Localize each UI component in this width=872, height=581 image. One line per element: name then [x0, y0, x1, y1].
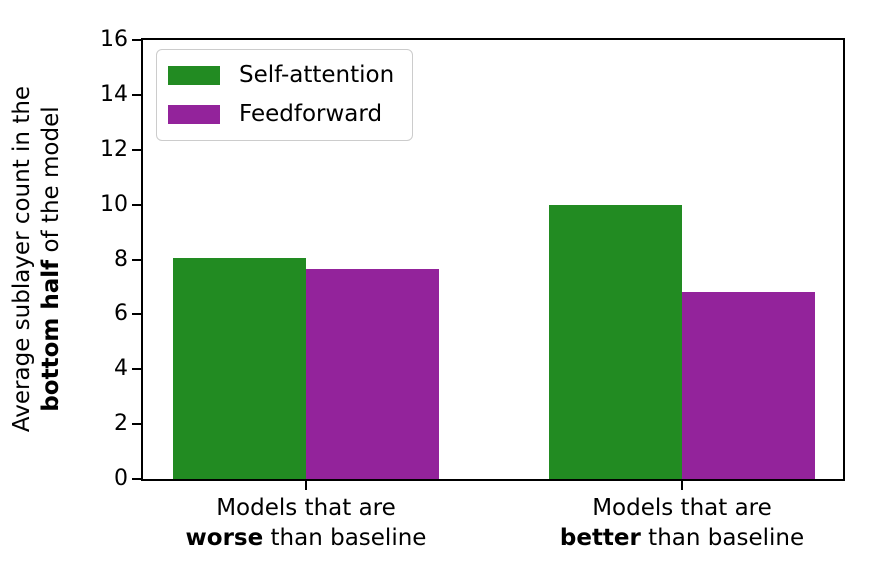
x-tick-label-worse: Models that are worse than baseline [116, 493, 496, 553]
bar-feedforward-0 [306, 269, 439, 479]
x-tick-label-worse-line2: worse than baseline [185, 525, 427, 551]
y-tick-label-12: 12 [100, 136, 128, 162]
legend-item-self-attention: Self-attention [168, 61, 394, 90]
y-tick-mark-10 [132, 203, 142, 206]
x-tick-mark-1 [681, 481, 683, 490]
y-tick-mark-16 [132, 39, 142, 41]
y-tick-mark-0 [132, 478, 142, 480]
x-tick-mark-0 [305, 481, 307, 490]
y-tick-mark-4 [132, 368, 142, 371]
x-tick-label-better-line1: Models that are [592, 495, 772, 521]
y-tick-mark-6 [132, 313, 142, 316]
bar-self-attention-1 [549, 205, 682, 479]
bar-self-attention-0 [173, 258, 306, 479]
y-tick-label-16: 16 [100, 27, 128, 52]
y-tick-label-14: 14 [100, 81, 128, 107]
y-tick-mark-14 [132, 93, 142, 96]
legend-swatch-feedforward [168, 105, 220, 124]
x-tick-label-better: Models that are better than baseline [492, 493, 872, 553]
x-tick-label-better-line2: better than baseline [559, 525, 805, 551]
plot-area: Self-attention Feedforward [141, 38, 845, 481]
legend-swatch-self-attention [168, 66, 220, 85]
y-axis-label-line1: Average sublayer count in the [9, 85, 35, 433]
y-tick-label-2: 2 [114, 411, 128, 437]
y-tick-label-6: 6 [114, 301, 128, 327]
y-tick-label-0: 0 [114, 466, 128, 491]
bar-feedforward-1 [682, 292, 815, 479]
legend-label-feedforward: Feedforward [239, 101, 383, 127]
legend: Self-attention Feedforward [156, 49, 414, 141]
y-tick-mark-2 [132, 423, 142, 426]
x-tick-label-worse-line1: Models that are [216, 495, 396, 521]
legend-item-feedforward: Feedforward [168, 100, 394, 129]
y-tick-label-10: 10 [100, 191, 128, 217]
y-tick-mark-8 [132, 258, 142, 261]
y-tick-mark-12 [132, 148, 142, 151]
legend-label-self-attention: Self-attention [239, 62, 395, 88]
y-tick-label-8: 8 [114, 246, 128, 272]
y-tick-label-4: 4 [114, 356, 128, 382]
